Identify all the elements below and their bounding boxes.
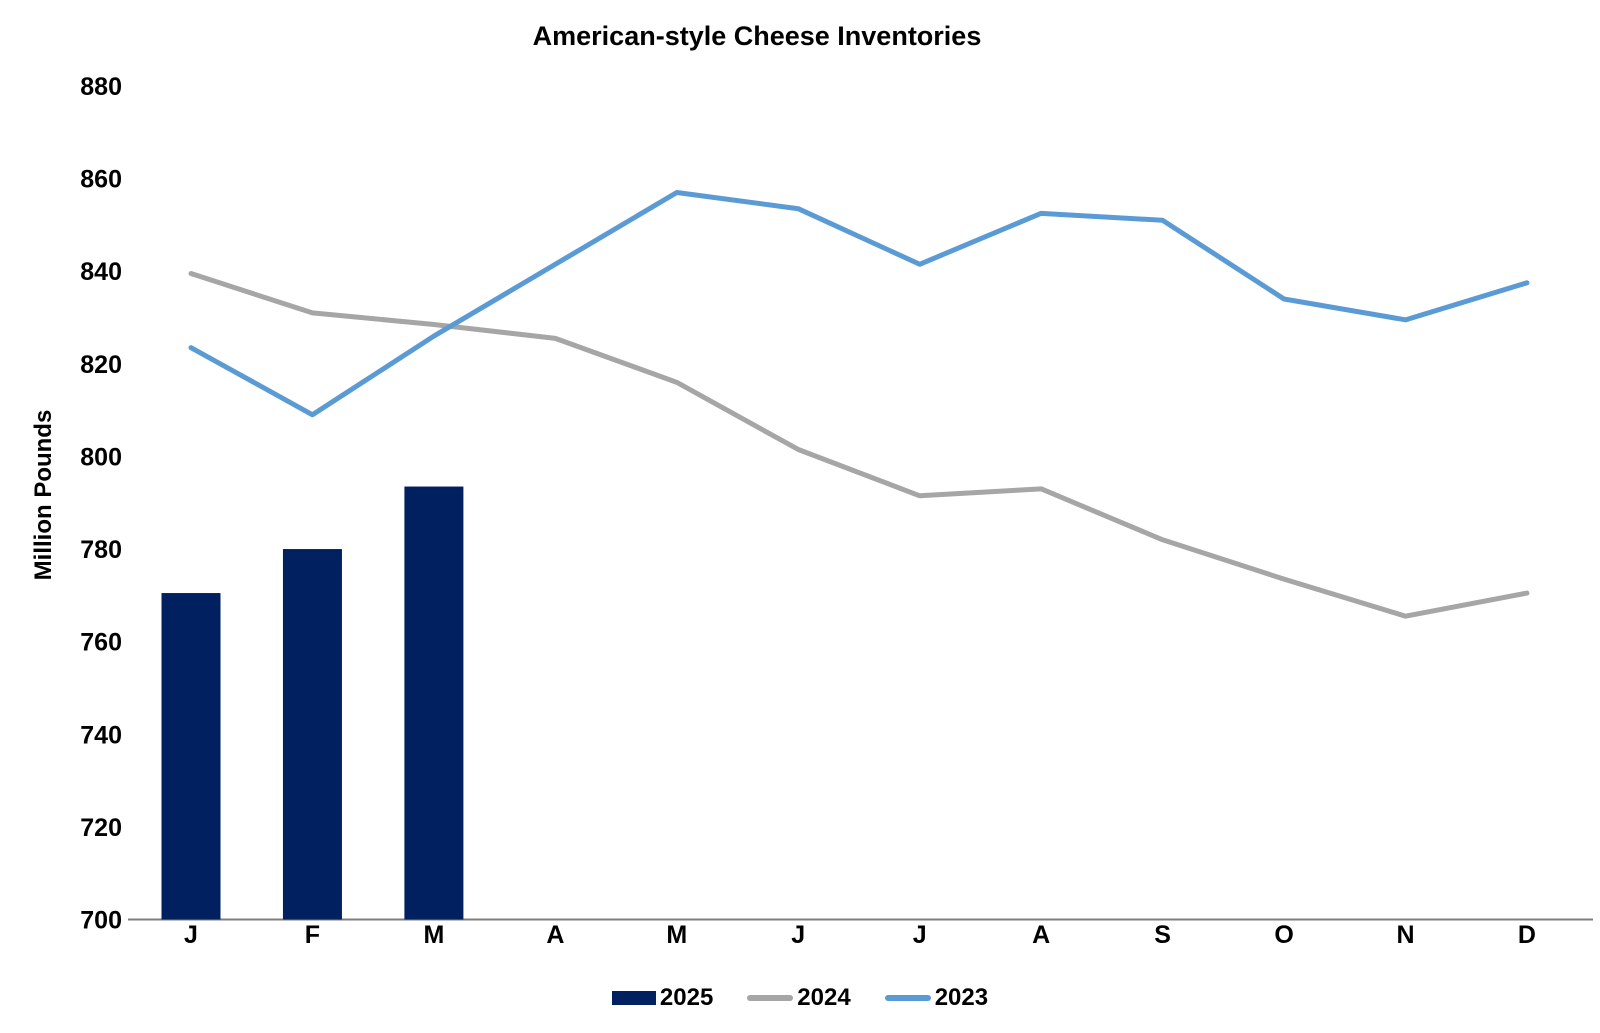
legend-label-2024: 2024	[797, 984, 851, 1011]
bar-2025-J-0	[161, 593, 221, 920]
chart-title: American-style Cheese Inventories	[532, 21, 982, 51]
legend-item-2024: 2024	[747, 984, 851, 1012]
legend-item-2025: 2025	[611, 984, 714, 1012]
legend-swatch-2024-line	[747, 995, 794, 1001]
y-tick-label-720: 720	[80, 814, 122, 842]
x-tick-label-D-11: D	[1518, 921, 1536, 949]
legend-swatch-2025-bar	[611, 991, 656, 1005]
legend: 2025 2024 2023	[0, 984, 1600, 1012]
y-tick-label-880: 880	[80, 73, 122, 101]
x-tick-label-J-6: J	[913, 921, 927, 949]
x-tick-label-A-3: A	[546, 921, 564, 949]
y-tick-label-840: 840	[80, 258, 122, 286]
x-tick-label-A-7: A	[1032, 921, 1050, 949]
y-tick-label-800: 800	[80, 443, 122, 471]
y-tick-label-760: 760	[80, 629, 122, 657]
x-tick-label-M-2: M	[423, 921, 444, 949]
legend-label-2025: 2025	[659, 984, 714, 1011]
line-2023	[188, 190, 1530, 418]
x-tick-label-J-0: J	[184, 921, 198, 949]
y-tick-label-780: 780	[80, 536, 122, 564]
legend-item-2023: 2023	[884, 984, 989, 1012]
x-tick-label-F-1: F	[305, 921, 320, 949]
y-tick-label-740: 740	[80, 721, 122, 749]
line-2024	[188, 271, 1530, 619]
bar-2025-M-2	[404, 486, 464, 920]
y-tick-label-820: 820	[80, 351, 122, 379]
x-tick-label-M-4: M	[666, 921, 687, 949]
x-tick-label-O-9: O	[1274, 921, 1293, 949]
bar-2025-F-1	[282, 549, 342, 920]
x-tick-label-S-8: S	[1154, 921, 1171, 949]
y-tick-label-860: 860	[80, 166, 122, 194]
x-tick-label-N-10: N	[1396, 921, 1414, 949]
y-tick-label-700: 700	[80, 907, 122, 935]
legend-swatch-2023-line	[884, 995, 931, 1001]
legend-label-2023: 2023	[934, 984, 989, 1011]
x-tick-label-J-5: J	[791, 921, 805, 949]
